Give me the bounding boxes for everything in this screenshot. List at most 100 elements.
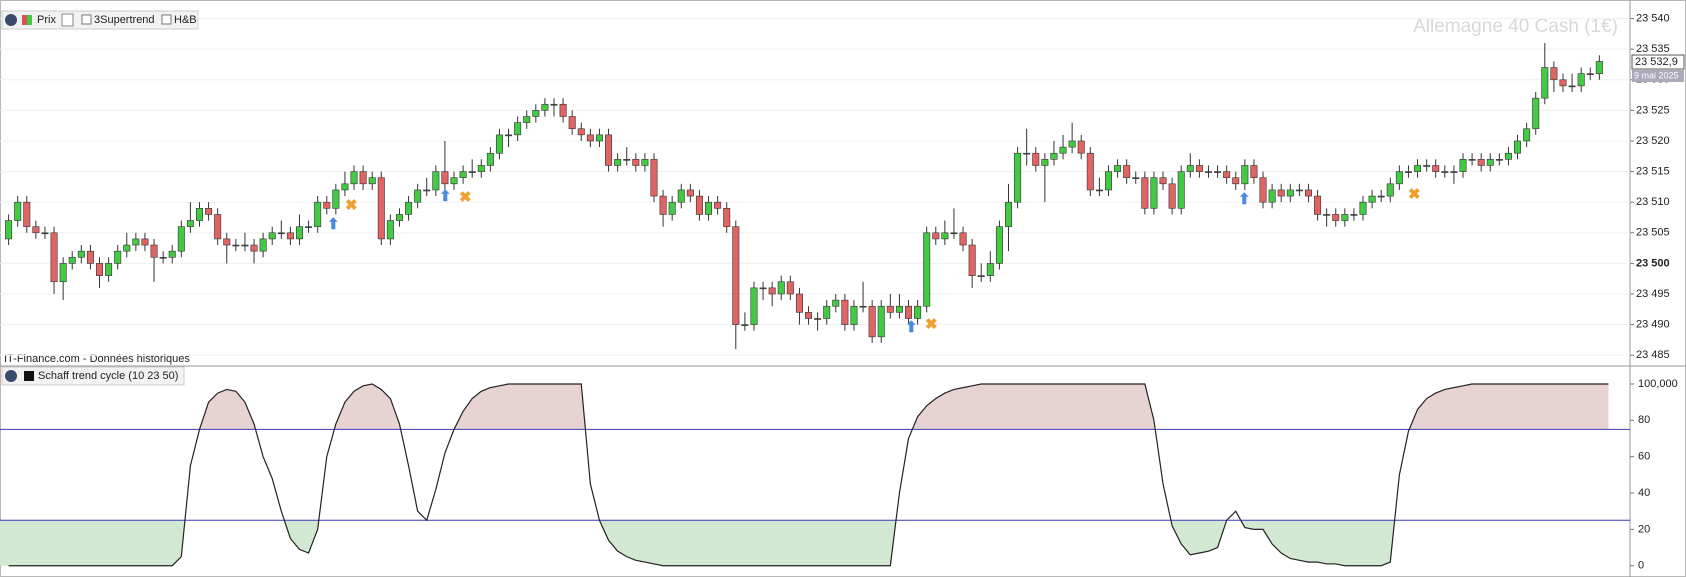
candle-body (377, 177, 385, 240)
candle-body (1441, 171, 1449, 173)
price-tag-label: 23 532,9 (1635, 56, 1678, 68)
candle-body (514, 122, 522, 136)
candle-body (1123, 165, 1131, 179)
watermark: Allemagne 40 Cash (1€) (1413, 16, 1618, 37)
candle-body (232, 244, 240, 247)
candle-body (432, 171, 440, 191)
y-tick-label: 23 515 (1636, 165, 1670, 177)
candle-body (932, 232, 940, 240)
candle-body (486, 152, 494, 166)
candle-body (1032, 152, 1040, 166)
candle-body (805, 312, 813, 319)
candle-body (750, 287, 758, 325)
candle-body (695, 195, 703, 215)
candle-body (277, 232, 285, 235)
candle-body (705, 201, 713, 215)
close-button[interactable] (5, 370, 17, 382)
candle-body (1559, 79, 1567, 87)
candle-body (186, 220, 194, 227)
candle-body (405, 201, 413, 215)
candle-body (141, 238, 149, 246)
candle-body (950, 232, 958, 235)
candle-body (395, 214, 403, 221)
price-icon (27, 15, 32, 25)
candle-body (1277, 189, 1285, 197)
candle-body (1486, 159, 1494, 166)
toolbar-item[interactable]: 3Supertrend (94, 14, 155, 26)
candle-body (1232, 177, 1240, 185)
candle-body (332, 189, 340, 209)
list-icon[interactable] (61, 13, 74, 27)
candle-body (1214, 171, 1222, 173)
candle-body (195, 208, 203, 221)
candle-body (1068, 140, 1076, 148)
toolbar-item[interactable]: H&B (174, 14, 197, 26)
candle-body (268, 232, 276, 240)
candle-body (1168, 183, 1176, 209)
candle-body (132, 238, 140, 246)
candle-body (1404, 171, 1412, 173)
candle-body (723, 208, 731, 227)
candle-body (923, 232, 931, 307)
candle-body (823, 305, 831, 319)
candle-body (150, 244, 158, 258)
candle-body (777, 281, 785, 295)
candle-body (1159, 177, 1167, 185)
candle-body (1086, 152, 1094, 191)
candle-body (259, 238, 267, 252)
candle-body (241, 244, 249, 247)
checkbox[interactable] (81, 14, 92, 25)
y-tick-label: 80 (1638, 414, 1650, 426)
candle-body (868, 305, 876, 338)
candle-body (168, 250, 176, 258)
date-tag-label: 9 mai 2025 (1634, 70, 1679, 80)
y-tick-label: 40 (1638, 487, 1650, 499)
candle-body (1586, 73, 1594, 75)
y-tick-label: 23 520 (1636, 135, 1670, 147)
candle-body (795, 293, 803, 313)
candle-body (14, 201, 22, 221)
buy-arrow: ⬆ (1238, 191, 1251, 208)
candle-body (605, 134, 613, 166)
lower-zone-fill (0, 520, 1395, 566)
candle-body (468, 171, 476, 173)
y-tick-label: 23 505 (1636, 227, 1670, 239)
candle-body (1223, 171, 1231, 179)
candle-body (814, 318, 822, 320)
candle-body (341, 183, 349, 191)
y-tick-label: 23 540 (1636, 12, 1670, 24)
candle-body (741, 324, 749, 326)
toolbar-item[interactable]: Prix (37, 14, 56, 26)
candle-body (423, 189, 431, 192)
candle-body (1377, 195, 1385, 198)
candle-body (41, 232, 49, 235)
candle-body (1059, 146, 1067, 154)
candle-body (759, 287, 767, 290)
candle-body (677, 189, 685, 203)
candle-body (1423, 165, 1431, 167)
indicator-line (8, 383, 1609, 567)
candle-body (1350, 214, 1358, 216)
candle-body (1050, 152, 1058, 160)
candle-body (714, 201, 722, 209)
signals: ⬆ ⬆ ⬆ ⬆ ✖ ✖ ✖ ✖ (327, 186, 1421, 336)
candle-body (1550, 67, 1558, 81)
candle-body (1532, 97, 1540, 130)
close-button[interactable] (5, 14, 17, 26)
candle-body (886, 305, 894, 313)
sell-cross: ✖ (925, 316, 938, 333)
indicator-header: Schaff trend cycle (10 23 50) (1, 366, 185, 386)
candle-body (68, 256, 76, 264)
candle-body (505, 134, 513, 137)
candle-body (577, 128, 585, 136)
checkbox[interactable] (161, 14, 172, 25)
candle-body (995, 226, 1003, 264)
toolbar: Prix 3Supertrend H&B (1, 10, 199, 30)
candle-body (977, 275, 985, 277)
candle-body (1077, 140, 1085, 154)
candle-body (1250, 165, 1258, 179)
candle-body (223, 238, 231, 246)
candle-body (1004, 201, 1012, 227)
y-tick-label: 100,000 (1638, 378, 1678, 390)
candle-body (1332, 214, 1340, 221)
